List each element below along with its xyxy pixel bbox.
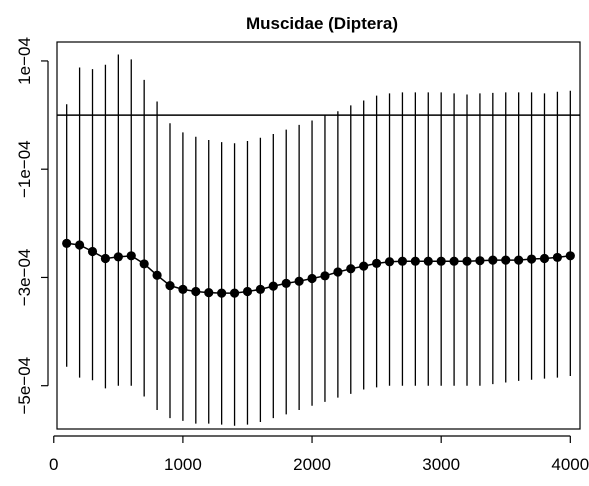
data-point: [230, 289, 239, 298]
y-tick-label: 1e−04: [15, 37, 34, 85]
data-point: [217, 289, 226, 298]
data-point: [295, 277, 304, 286]
data-point: [256, 285, 265, 294]
data-point: [398, 257, 407, 266]
data-point: [449, 257, 458, 266]
data-point: [333, 267, 342, 276]
data-point: [527, 254, 536, 263]
x-axis: 0 1000 2000 3000 4000: [49, 436, 589, 474]
data-point: [462, 257, 471, 266]
data-point: [385, 257, 394, 266]
plot-frame: [57, 42, 580, 429]
data-point: [101, 254, 110, 263]
data-point: [566, 251, 575, 260]
y-tick-label: −5e−04: [15, 357, 34, 415]
data-point: [307, 274, 316, 283]
data-point: [178, 285, 187, 294]
data-point: [372, 259, 381, 268]
data-point: [359, 261, 368, 270]
data-point: [114, 252, 123, 261]
data-point: [75, 240, 84, 249]
data-point: [514, 256, 523, 265]
x-tick-label: 4000: [551, 455, 589, 474]
data-point: [437, 257, 446, 266]
data-point: [269, 282, 278, 291]
data-point: [88, 247, 97, 256]
data-point: [127, 251, 136, 260]
series-line: [67, 243, 571, 293]
x-tick-label: 0: [49, 455, 58, 474]
chart-title: Muscidae (Diptera): [246, 14, 398, 33]
data-point: [553, 253, 562, 262]
chart-marks: [57, 54, 580, 425]
data-point: [424, 257, 433, 266]
data-point: [488, 256, 497, 265]
x-tick-label: 1000: [164, 455, 202, 474]
data-point: [62, 239, 71, 248]
data-point: [346, 264, 355, 273]
data-point: [152, 271, 161, 280]
data-point: [501, 256, 510, 265]
data-point: [243, 287, 252, 296]
data-point: [191, 287, 200, 296]
data-point: [475, 256, 484, 265]
data-point: [540, 254, 549, 263]
data-point: [411, 257, 420, 266]
y-axis: 1e−04 −1e−04 −3e−04 −5e−04: [15, 37, 48, 414]
data-point: [320, 271, 329, 280]
data-point: [204, 288, 213, 297]
x-tick-label: 3000: [422, 455, 460, 474]
data-point: [165, 281, 174, 290]
y-tick-label: −1e−04: [15, 140, 34, 198]
data-point: [140, 259, 149, 268]
y-tick-label: −3e−04: [15, 249, 34, 307]
data-point: [282, 279, 291, 288]
x-tick-label: 2000: [293, 455, 331, 474]
